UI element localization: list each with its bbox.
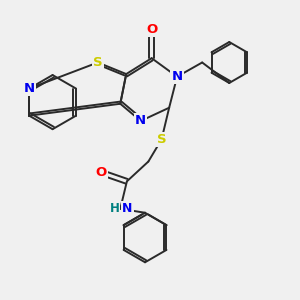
Text: S: S [93,56,103,69]
Text: N: N [122,202,133,215]
Text: N: N [135,114,146,128]
Text: O: O [95,166,107,179]
Text: N: N [24,82,35,95]
Text: N: N [172,70,183,83]
Text: S: S [157,133,166,146]
Text: O: O [146,23,157,36]
Text: H: H [110,202,119,215]
